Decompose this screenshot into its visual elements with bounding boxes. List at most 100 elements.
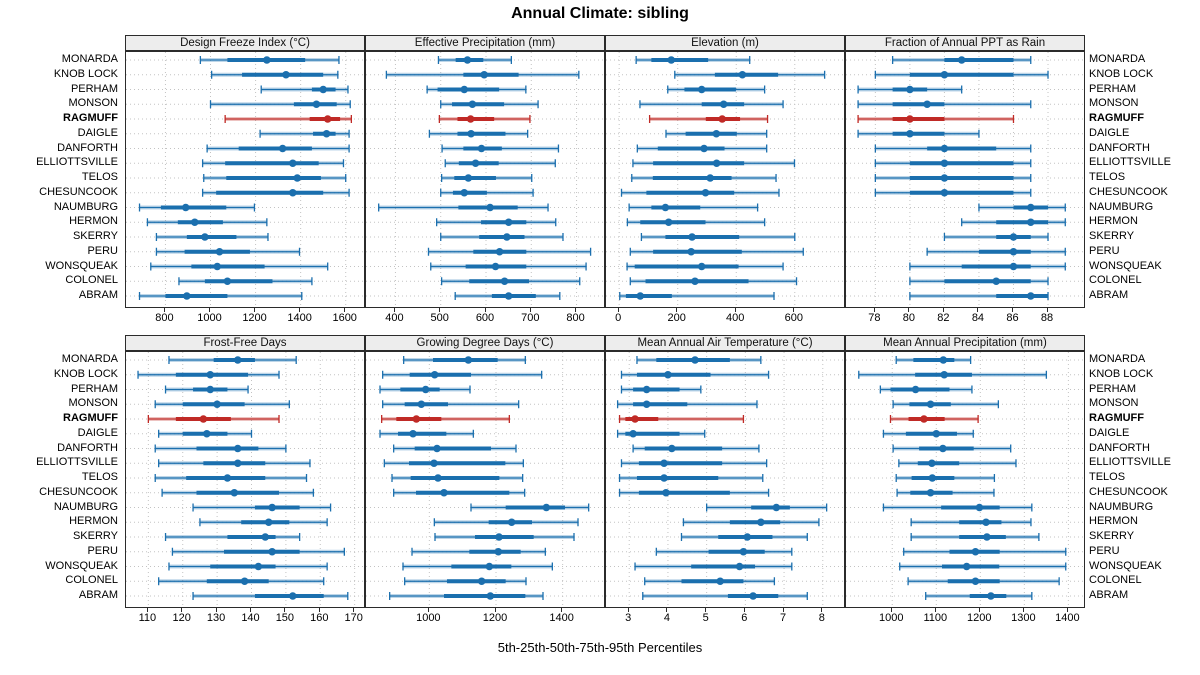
site-label-left: CHESUNCOOK <box>39 485 118 498</box>
median-dot <box>542 503 551 512</box>
axis-tick-label: 80 <box>902 312 915 324</box>
median-dot <box>183 292 191 300</box>
axis-tick-label: 1200 <box>482 612 508 624</box>
median-dot <box>288 592 297 600</box>
site-label-left: HERMON <box>69 215 118 228</box>
site-label-left: MONSON <box>68 97 119 110</box>
median-dot <box>430 459 438 468</box>
median-dot <box>486 203 494 212</box>
axis-tick-label: 150 <box>275 612 295 624</box>
median-dot <box>757 518 765 527</box>
median-dot <box>233 444 242 453</box>
site-label-left: PERHAM <box>70 382 118 395</box>
axis-tick <box>163 308 165 312</box>
median-dot <box>223 474 232 482</box>
median-dot <box>738 70 747 79</box>
median-dot <box>486 592 495 600</box>
median-dot <box>181 203 190 212</box>
axis-tick-label: 84 <box>971 312 985 324</box>
median-dot <box>467 129 475 138</box>
median-dot <box>940 174 949 182</box>
median-dot <box>434 474 442 482</box>
median-dot <box>466 115 475 123</box>
axis-tick <box>617 308 619 312</box>
axis-tick-label: 110 <box>138 612 157 624</box>
axis-tick-label: 1100 <box>923 612 948 624</box>
median-dot <box>691 277 699 286</box>
median-dot <box>464 174 473 182</box>
site-label-left: DANFORTH <box>57 441 118 454</box>
median-dot <box>987 592 995 600</box>
axis-tick-label: 500 <box>430 312 449 324</box>
axis-tick-label: 4 <box>663 612 670 624</box>
median-dot <box>504 218 513 227</box>
median-dot <box>480 70 488 79</box>
site-label-right: MONARDA <box>1089 53 1146 65</box>
site-label-right: TELOS <box>1089 171 1126 183</box>
axis-tick-label: 1400 <box>549 612 574 624</box>
median-dot <box>288 188 297 197</box>
axis-tick <box>529 308 531 312</box>
median-dot <box>1026 292 1035 300</box>
site-label-right: ELLIOTTSVILLE <box>1089 456 1171 469</box>
median-dot <box>712 159 721 168</box>
site-label-left: ELLIOTTSVILLE <box>36 456 118 469</box>
axis-tick-label: 1000 <box>878 612 904 624</box>
median-dot <box>642 385 651 394</box>
median-dot <box>460 188 469 197</box>
median-dot <box>1026 218 1035 227</box>
axis-tick-label: 1400 <box>1055 612 1080 624</box>
median-dot <box>1009 262 1018 271</box>
median-dot <box>667 56 676 64</box>
site-label-right: ABRAM <box>1089 289 1129 301</box>
median-dot <box>240 577 249 586</box>
axis-tick <box>782 608 784 612</box>
median-dot <box>491 262 500 271</box>
panel-plot-1-0 <box>125 351 365 608</box>
axis-tick-label: 600 <box>475 312 495 324</box>
median-dot <box>688 233 696 241</box>
site-label-left: KNOB LOCK <box>53 367 118 380</box>
median-dot <box>319 85 327 94</box>
median-dot <box>928 474 937 482</box>
panel-header: Growing Degree Days (°C) <box>365 335 605 351</box>
median-dot <box>421 385 430 394</box>
median-dot <box>928 459 936 468</box>
site-label-right: HERMON <box>1089 215 1138 228</box>
axis-tick <box>1022 608 1024 612</box>
median-dot <box>700 144 708 153</box>
axis-tick <box>942 308 944 312</box>
site-label-right: WONSQUEAK <box>1089 559 1162 572</box>
median-dot <box>983 533 991 541</box>
median-dot <box>471 159 480 168</box>
axis-tick <box>393 308 395 312</box>
median-dot <box>940 188 949 197</box>
axis-tick <box>873 308 875 312</box>
axis-tick-label: 400 <box>726 312 745 324</box>
panel-plot-0-3 <box>845 51 1085 308</box>
median-dot <box>719 100 728 109</box>
site-label-left: MONARDA <box>61 353 118 365</box>
median-dot <box>906 115 914 123</box>
median-dot <box>485 562 494 571</box>
median-dot <box>190 218 199 227</box>
site-label-left: MONARDA <box>61 53 118 65</box>
median-dot <box>1026 203 1035 212</box>
median-dot <box>503 233 511 241</box>
axis-tick <box>344 308 346 312</box>
axis-tick <box>561 608 563 612</box>
median-dot <box>923 100 931 109</box>
median-dot <box>261 533 270 541</box>
site-label-left: TELOS <box>81 471 118 483</box>
median-dot <box>268 547 276 556</box>
axis-tick-label: 800 <box>566 312 585 324</box>
axis-tick-label: 78 <box>868 312 881 324</box>
median-dot <box>233 459 242 468</box>
median-dot <box>687 247 695 256</box>
median-dot <box>661 203 670 212</box>
median-dot <box>906 129 914 138</box>
axis-tick <box>494 608 496 612</box>
median-dot <box>233 356 242 364</box>
axis-tick <box>284 608 286 612</box>
axis-tick-label: 200 <box>667 312 686 324</box>
